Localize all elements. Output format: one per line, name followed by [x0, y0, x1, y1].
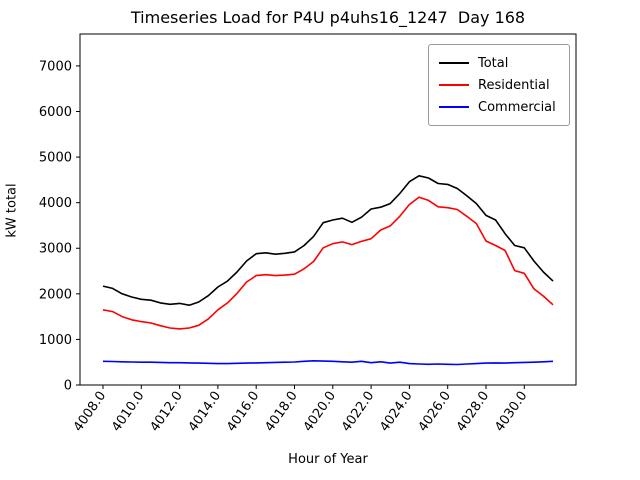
x-tick-label: 4018.0	[262, 389, 300, 435]
legend-item-residential: Residential	[439, 74, 559, 96]
plot-line-commercial	[102, 359, 554, 366]
x-tick-label: 4022.0	[339, 389, 377, 435]
legend: Total Residential Commercial	[428, 44, 570, 126]
x-tick-label: 4026.0	[416, 389, 454, 435]
legend-label-commercial: Commercial	[478, 99, 556, 115]
x-tick-label: 4012.0	[147, 389, 185, 435]
legend-label-total: Total	[478, 55, 509, 71]
plot-line-total	[102, 175, 554, 307]
axes-box	[79, 33, 577, 386]
x-tick-label: 4024.0	[377, 389, 415, 435]
x-tick-label: 4010.0	[109, 389, 147, 435]
x-tick-label: 4008.0	[71, 389, 109, 435]
x-tick-label: 4014.0	[186, 389, 224, 435]
x-tick-label: 4030.0	[492, 389, 530, 435]
total-line-swatch	[439, 62, 469, 64]
y-tick-label: 2000	[39, 287, 72, 302]
y-tick-label: 4000	[39, 196, 72, 211]
residential-line-swatch	[439, 84, 469, 86]
legend-item-commercial: Commercial	[439, 96, 559, 118]
legend-item-total: Total	[439, 52, 559, 74]
legend-label-residential: Residential	[478, 77, 550, 93]
y-tick-label: 1000	[39, 333, 72, 348]
y-tick-label: 6000	[39, 105, 72, 120]
y-tick-label: 0	[64, 379, 72, 394]
y-tick-label: 5000	[39, 151, 72, 166]
x-tick-label: 4016.0	[224, 389, 262, 435]
y-tick-label: 7000	[39, 59, 72, 74]
plot-line-residential	[102, 196, 554, 330]
y-tick-label: 3000	[39, 242, 72, 257]
commercial-line-swatch	[439, 106, 469, 108]
x-axis-label: Hour of Year	[288, 452, 368, 467]
x-tick-label: 4028.0	[454, 389, 492, 435]
chart-title: Timeseries Load for P4U p4uhs16_1247 Day…	[130, 8, 526, 27]
x-tick-label: 4020.0	[301, 389, 339, 435]
